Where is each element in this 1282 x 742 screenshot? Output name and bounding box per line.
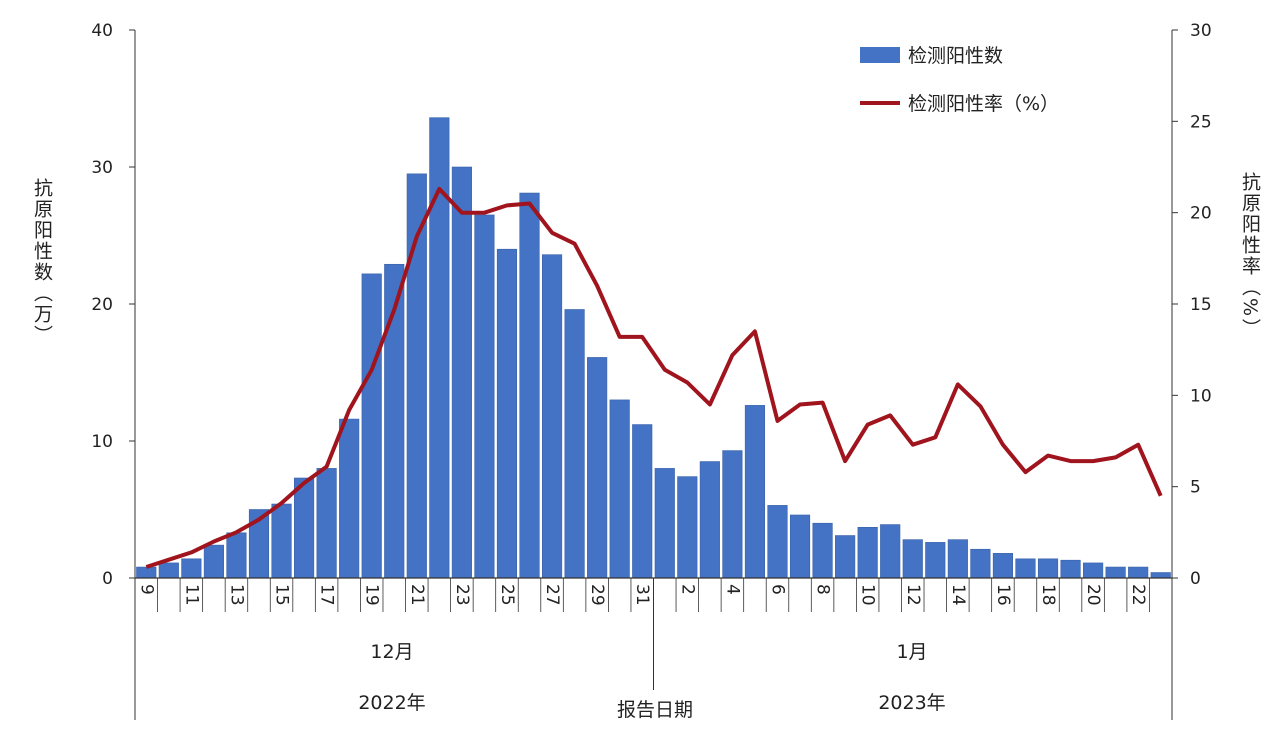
x-tick-label: 11 xyxy=(181,584,201,606)
bar-45 xyxy=(1150,572,1171,579)
x-axis-label: 报告日期 xyxy=(617,699,693,721)
bar-22 xyxy=(632,424,653,579)
x-tick-label: 21 xyxy=(407,584,427,606)
x-tick-label: 4 xyxy=(722,584,742,595)
legend-swatch-bar xyxy=(860,47,900,63)
y-left-tick-label: 10 xyxy=(91,432,113,452)
bar-33 xyxy=(880,524,901,579)
bar-27 xyxy=(744,405,766,579)
x-tick-label: 22 xyxy=(1128,584,1148,606)
x-tick-label: 6 xyxy=(767,584,787,595)
legend-label-bar: 检测阳性数 xyxy=(908,45,1003,67)
bar-24 xyxy=(677,476,698,579)
x-tick-label: 9 xyxy=(136,584,156,595)
x-tick-label: 31 xyxy=(632,584,652,606)
bar-41 xyxy=(1060,559,1081,579)
bar-25 xyxy=(699,461,720,579)
month-label-jan: 1月 xyxy=(896,641,927,663)
axes-group: 0 10 20 30 40 0 5 10 15 20 25 30 xyxy=(91,21,1212,720)
x-tick-label: 29 xyxy=(587,584,607,606)
bar-2 xyxy=(181,558,202,579)
y-axis-left-label: 抗原阳性数（万） xyxy=(31,178,53,346)
bar-6 xyxy=(271,503,292,579)
bar-39 xyxy=(1015,558,1036,579)
bar-29 xyxy=(789,514,811,579)
x-ticks-group: 9 11 13 15 17 19 21 23 25 27 29 31 2 4 6 8 10 12 14 16 18 20 2… xyxy=(136,578,1150,612)
x-tick-label: 16 xyxy=(993,584,1013,606)
bar-34 xyxy=(902,539,923,579)
x-tick-label: 8 xyxy=(813,584,833,595)
bar-16 xyxy=(496,248,518,579)
legend: 检测阳性数 检测阳性率（%） xyxy=(860,45,1059,115)
bar-40 xyxy=(1037,558,1059,579)
bar-7 xyxy=(294,477,315,579)
bar-23 xyxy=(654,468,675,579)
x-tick-label: 13 xyxy=(226,584,246,606)
bar-17 xyxy=(519,192,540,579)
bar-1 xyxy=(158,562,179,579)
bar-36 xyxy=(947,539,968,579)
bars-group xyxy=(136,117,1171,579)
x-tick-label: 14 xyxy=(948,584,968,606)
bar-28 xyxy=(767,505,788,579)
bar-38 xyxy=(992,553,1013,579)
bar-13 xyxy=(429,117,450,579)
y-right-tick-label: 20 xyxy=(1190,204,1212,224)
x-tick-label: 25 xyxy=(497,584,517,606)
bar-42 xyxy=(1083,562,1104,579)
bar-37 xyxy=(970,548,991,579)
bar-9 xyxy=(339,418,360,579)
year-label-2023: 2023年 xyxy=(878,692,945,714)
bar-26 xyxy=(722,450,743,579)
y-left-tick-label: 0 xyxy=(102,569,113,589)
bar-31 xyxy=(835,535,856,579)
x-tick-label: 17 xyxy=(317,584,337,606)
y-right-tick-label: 5 xyxy=(1190,478,1201,498)
bar-44 xyxy=(1128,566,1149,579)
rate-line xyxy=(145,186,1163,569)
bar-30 xyxy=(812,522,833,579)
bar-4 xyxy=(226,532,247,579)
x-tick-label: 19 xyxy=(362,584,382,606)
month-label-dec: 12月 xyxy=(370,641,413,663)
y-right-tick-label: 0 xyxy=(1190,569,1201,589)
y-left-tick-label: 20 xyxy=(91,295,113,315)
bar-18 xyxy=(541,254,563,579)
y-left-tick-label: 30 xyxy=(91,158,113,178)
x-tick-label: 23 xyxy=(452,584,472,606)
y-right-tick-label: 15 xyxy=(1190,295,1212,315)
y-right-tick-label: 25 xyxy=(1190,112,1212,132)
year-label-2022: 2022年 xyxy=(358,692,425,714)
y-left-tick-label: 40 xyxy=(91,21,113,41)
x-tick-label: 12 xyxy=(903,584,923,606)
y-axis-right-label: 抗原阳性率（%） xyxy=(1239,172,1261,339)
x-tick-label: 15 xyxy=(272,584,292,606)
line-group xyxy=(145,186,1163,569)
x-tick-label: 10 xyxy=(858,584,878,606)
bar-19 xyxy=(564,309,585,579)
bar-21 xyxy=(609,399,630,579)
x-tick-label: 18 xyxy=(1038,584,1058,606)
bar-10 xyxy=(361,273,382,579)
bar-8 xyxy=(316,468,337,579)
legend-label-line: 检测阳性率（%） xyxy=(908,93,1059,115)
bar-20 xyxy=(587,357,608,579)
bar-14 xyxy=(451,166,472,579)
bar-43 xyxy=(1105,566,1126,579)
bar-15 xyxy=(474,214,495,579)
y-right-tick-label: 30 xyxy=(1190,21,1212,41)
y-right-tick-label: 10 xyxy=(1190,386,1212,406)
x-tick-label: 27 xyxy=(542,584,562,606)
bar-35 xyxy=(925,542,946,579)
x-tick-label: 2 xyxy=(677,584,697,595)
x-tick-label: 20 xyxy=(1083,584,1103,606)
bar-3 xyxy=(203,544,224,579)
bar-0 xyxy=(136,566,157,579)
bar-32 xyxy=(857,527,878,579)
